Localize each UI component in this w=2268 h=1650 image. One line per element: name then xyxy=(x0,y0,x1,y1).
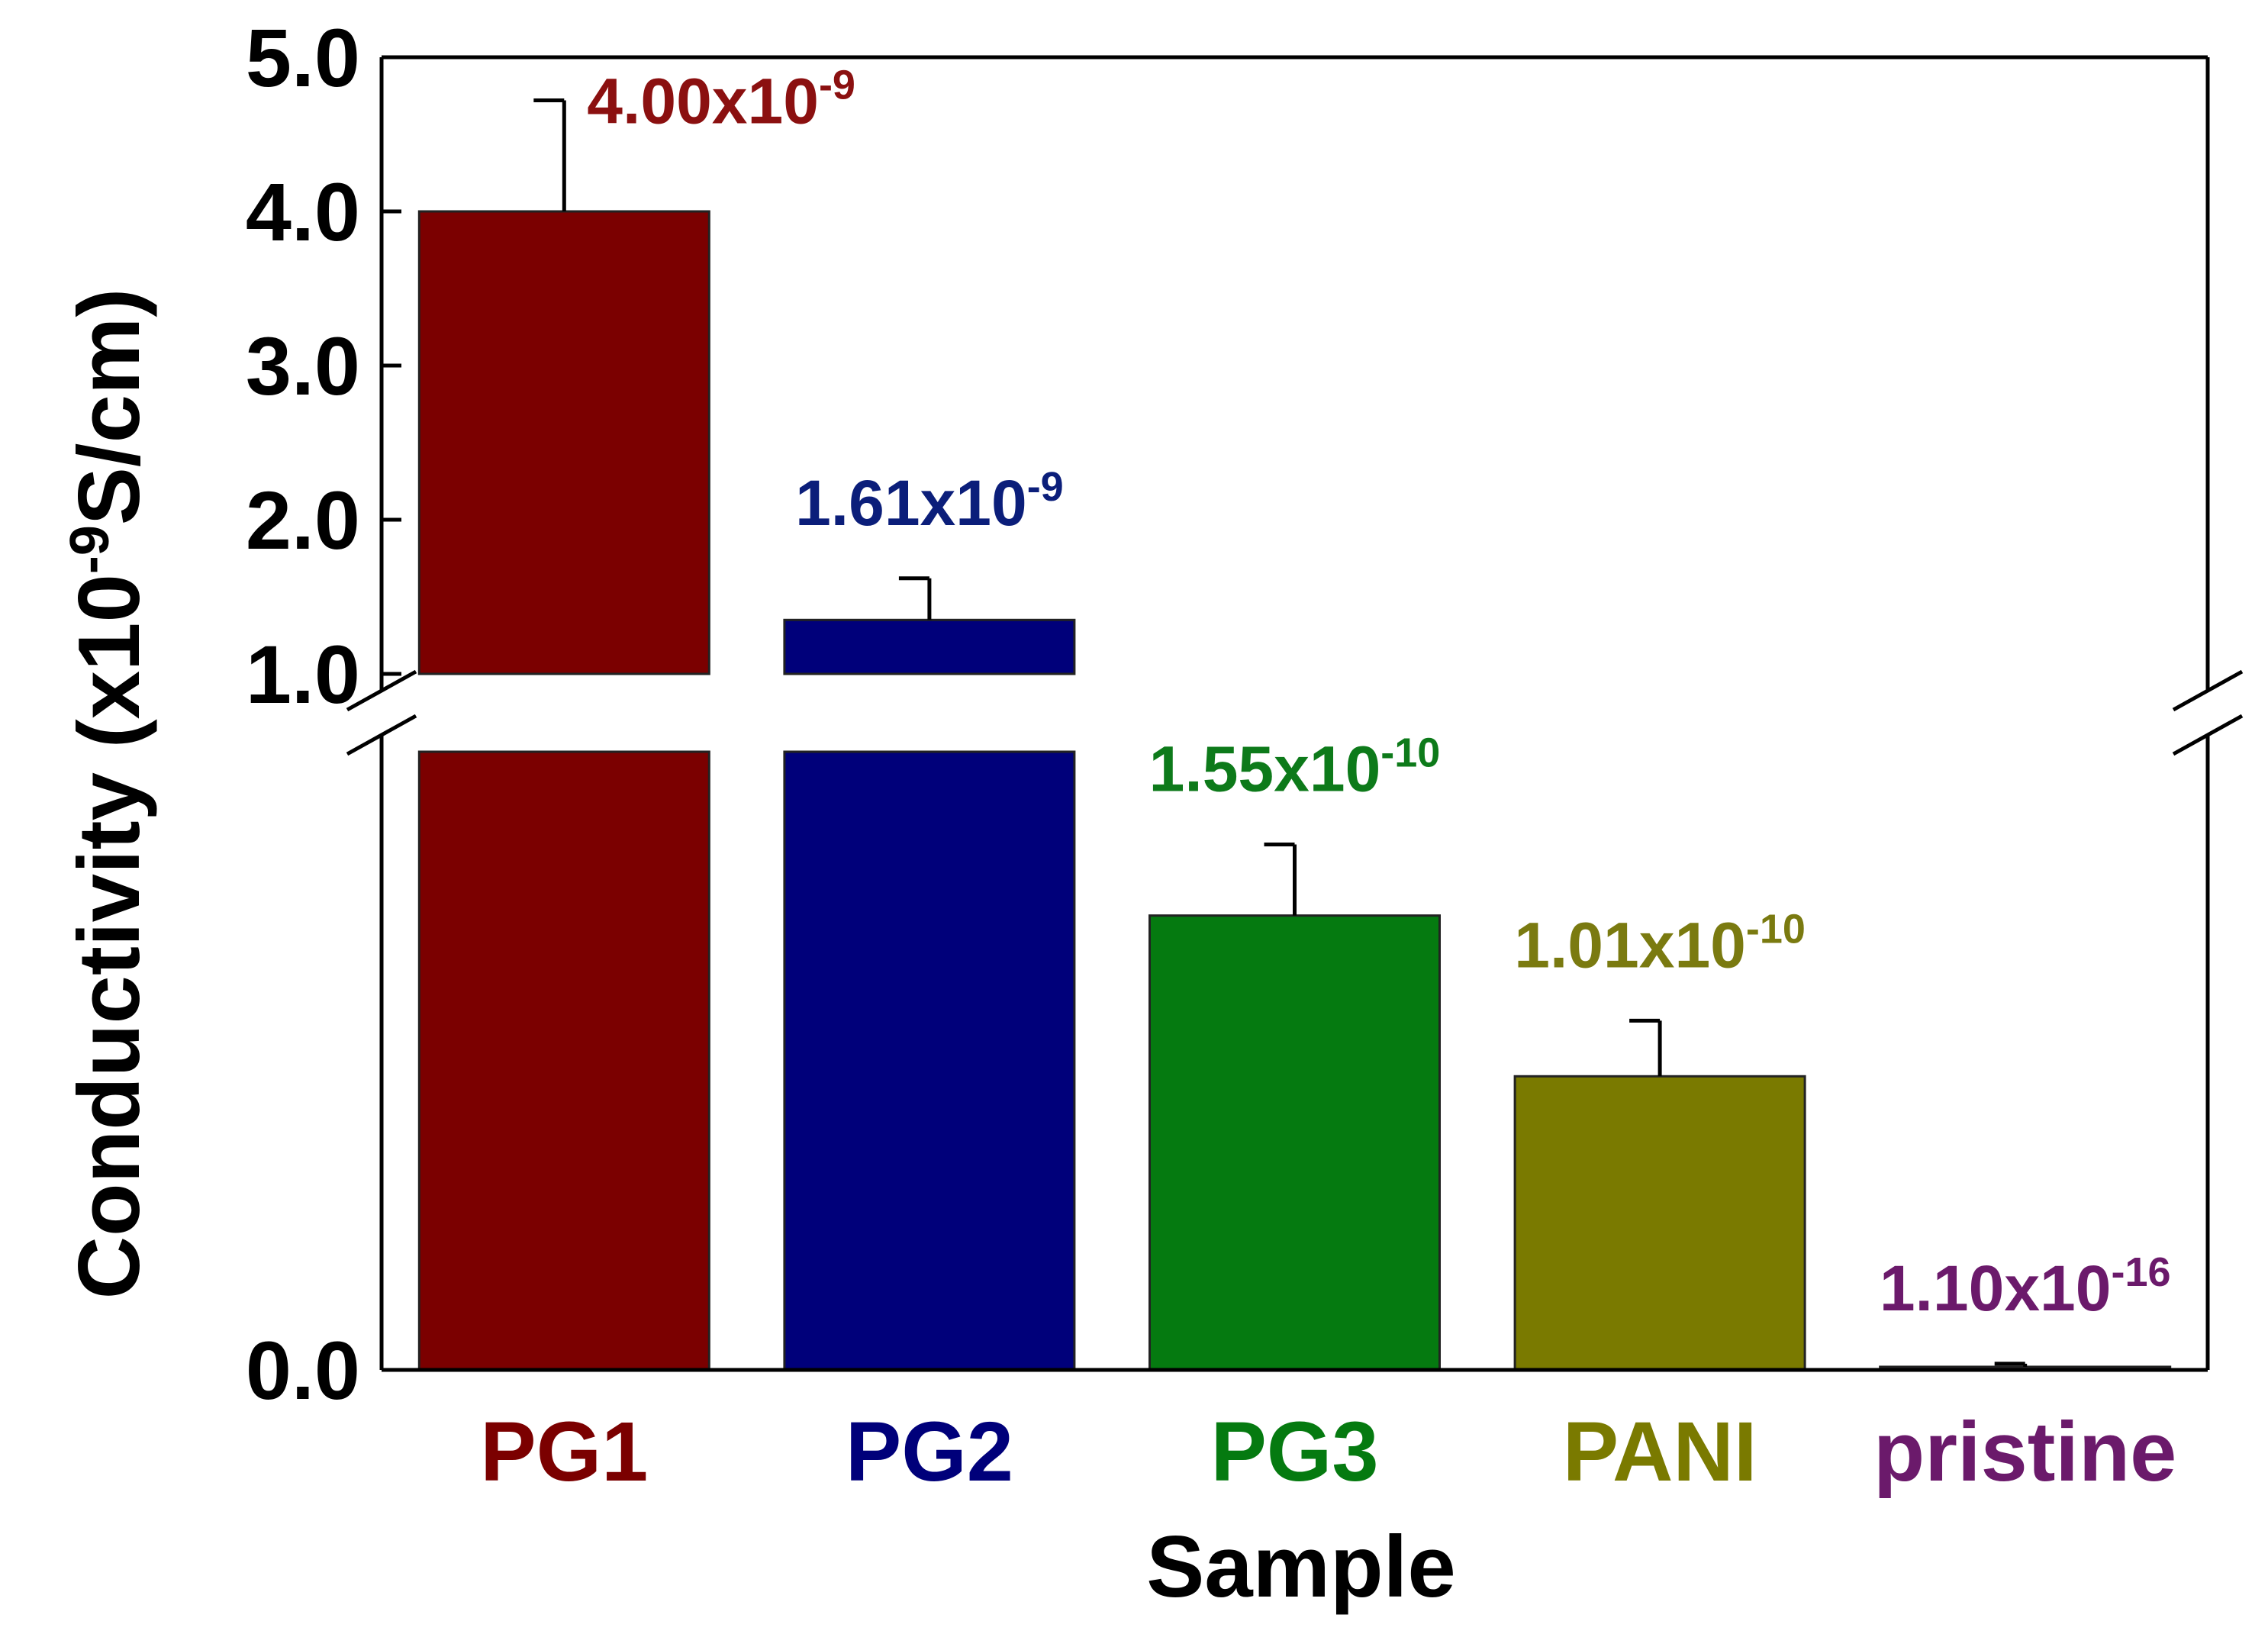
y-axis-title-exponent: -9 xyxy=(60,525,121,574)
y-tick-2-0-label: 2.0 xyxy=(246,474,360,566)
category-label-pg1: PG1 xyxy=(480,1405,648,1499)
category-label-pg2: PG2 xyxy=(846,1405,1013,1499)
value-label-exponent: -10 xyxy=(1746,906,1806,952)
y-ticks-layer: 1.0 2.0 3.0 4.0 5.0 0.0 xyxy=(246,11,401,1416)
bars-layer xyxy=(417,210,2172,1371)
category-label-pani: PANI xyxy=(1563,1405,1757,1499)
y-tick-1-0-label: 1.0 xyxy=(246,628,360,720)
value-label-pg3: 1.55x10-10 xyxy=(1149,730,1441,805)
axis-break-right-upper xyxy=(2172,669,2244,712)
value-label-mantissa: 1.55x10 xyxy=(1149,733,1381,805)
y-axis-title: Conductivity (x10-9S/cm) xyxy=(60,288,158,1300)
bar-pg3 xyxy=(1148,914,1441,1371)
value-label-pg1: 4.00x10-9 xyxy=(587,63,855,137)
category-label-pg3: PG3 xyxy=(1210,1405,1378,1499)
value-label-exponent: -9 xyxy=(819,63,855,108)
value-label-mantissa: 4.00x10 xyxy=(587,66,819,137)
y-tick-4-0-label: 4.0 xyxy=(246,166,360,258)
y-axis-title-prefix: Conductivity (x10 xyxy=(61,574,158,1299)
value-label-exponent: -9 xyxy=(1027,464,1064,510)
value-labels-layer: 4.00x10-91.61x10-91.55x10-101.01x10-101.… xyxy=(587,63,2170,1324)
axis-break-right-lower xyxy=(2172,714,2244,756)
bar-pg1-upper xyxy=(417,210,710,675)
value-label-mantissa: 1.61x10 xyxy=(795,467,1027,539)
axis-break-left-lower xyxy=(346,714,417,756)
error-bars-layer xyxy=(533,98,2028,1367)
value-label-mantissa: 1.01x10 xyxy=(1514,909,1746,981)
value-label-pani: 1.01x10-10 xyxy=(1514,906,1806,981)
bar-pg1-lower xyxy=(417,750,710,1371)
bar-pg2-lower xyxy=(783,750,1076,1371)
value-label-exponent: -10 xyxy=(1380,730,1440,776)
value-label-mantissa: 1.10x10 xyxy=(1880,1252,2112,1324)
axis-break-left-upper xyxy=(346,669,417,712)
bar-pani xyxy=(1513,1075,1806,1371)
bar-pg2-upper xyxy=(783,618,1076,675)
y-tick-5-0-label: 5.0 xyxy=(246,11,360,104)
category-label-pristine: pristine xyxy=(1873,1405,2176,1499)
value-label-pristine: 1.10x10-16 xyxy=(1880,1249,2171,1324)
value-label-pg2: 1.61x10-9 xyxy=(795,464,1064,539)
y-tick-0-0-label: 0.0 xyxy=(246,1324,360,1416)
axes-frame xyxy=(346,55,2244,1372)
category-labels-layer: PG1 PG2 PG3 PANI pristine xyxy=(480,1405,2176,1499)
y-tick-3-0-label: 3.0 xyxy=(246,320,360,412)
y-axis-title-suffix: S/cm) xyxy=(61,288,158,525)
value-label-exponent: -16 xyxy=(2111,1249,2170,1295)
x-axis-title: Sample xyxy=(1146,1519,1456,1616)
